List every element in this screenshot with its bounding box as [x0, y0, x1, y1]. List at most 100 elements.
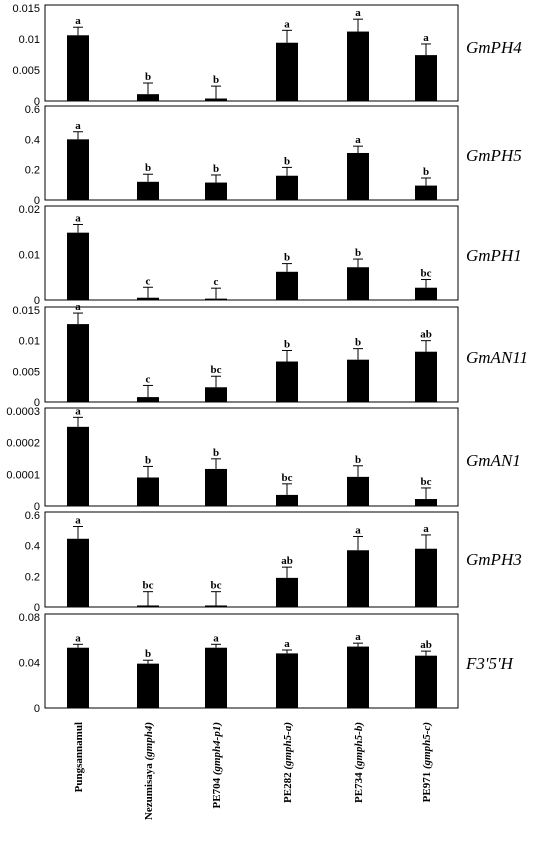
y-tick-label: 0.2 — [25, 571, 40, 583]
y-tick-label: 0.0001 — [6, 469, 40, 481]
significance-letter: b — [423, 166, 429, 178]
bar — [276, 42, 298, 101]
bar — [415, 499, 437, 506]
significance-letter: bc — [143, 580, 154, 592]
significance-letter: c — [214, 276, 219, 288]
y-tick-label: 0 — [34, 602, 40, 614]
significance-letter: a — [75, 515, 81, 527]
y-tick-label: 0.6 — [25, 104, 40, 116]
bar — [276, 653, 298, 708]
significance-letter: a — [355, 524, 361, 536]
significance-letter: a — [75, 15, 81, 27]
bar — [415, 287, 437, 300]
gene-label: GmAN1 — [466, 451, 521, 470]
significance-letter: a — [423, 32, 429, 44]
bar — [276, 361, 298, 402]
panel-frame — [44, 407, 459, 507]
y-tick-label: 0.0003 — [6, 406, 40, 418]
y-tick-label: 0.4 — [25, 134, 40, 146]
bar — [276, 175, 298, 200]
significance-letter: bc — [211, 580, 222, 592]
significance-letter: b — [355, 337, 361, 349]
gene-label: GmAN11 — [466, 348, 528, 367]
significance-letter: b — [213, 163, 219, 175]
significance-letter: a — [355, 631, 361, 643]
y-tick-label: 0.2 — [25, 165, 40, 177]
panel-gman11: 0 0.005 0.01 0.015 a c bc b b ab GmAN11 — [12, 301, 528, 409]
bar — [67, 139, 89, 200]
significance-letter: b — [355, 247, 361, 259]
bar — [205, 298, 227, 300]
bar — [415, 548, 437, 607]
bar — [137, 397, 159, 402]
significance-letter: a — [355, 7, 361, 19]
y-tick-label: 0.005 — [12, 366, 40, 378]
significance-letter: bc — [421, 268, 432, 280]
y-tick-label: 0.01 — [19, 250, 40, 262]
panel-gmph1: 0 0.01 0.02 a c c b b bc GmPH1 — [19, 204, 522, 307]
significance-letter: a — [75, 405, 81, 417]
bar — [205, 98, 227, 101]
significance-letter: b — [145, 648, 151, 660]
significance-letter: a — [75, 301, 81, 313]
x-category-label: PE704 (gmph4-p1) — [211, 722, 223, 808]
bar — [137, 181, 159, 200]
y-tick-label: 0 — [34, 397, 40, 409]
bar — [347, 476, 369, 506]
significance-letter: b — [213, 447, 219, 459]
gene-label: GmPH3 — [466, 550, 522, 569]
significance-letter: b — [284, 252, 290, 264]
x-category-label: PE971 (gmph5-c) — [421, 722, 433, 802]
significance-letter: ab — [420, 639, 432, 651]
y-tick-label: 0.6 — [25, 510, 40, 522]
panel-gmph3: 0 0.2 0.4 0.6 a bc bc ab a a GmPH3 — [25, 510, 522, 614]
y-tick-label: 0.08 — [19, 612, 40, 624]
significance-letter: bc — [282, 472, 293, 484]
y-tick-label: 0.01 — [19, 34, 40, 46]
y-tick-label: 0.015 — [12, 3, 40, 15]
y-tick-label: 0.04 — [19, 658, 40, 670]
panel-frame — [44, 4, 459, 102]
bar — [137, 297, 159, 300]
significance-letter: a — [423, 523, 429, 535]
gene-label: GmPH4 — [466, 38, 522, 57]
bar — [347, 267, 369, 300]
bar — [276, 577, 298, 607]
y-tick-label: 0.005 — [12, 65, 40, 77]
bar — [67, 324, 89, 402]
significance-letter: b — [145, 162, 151, 174]
panel-frame — [44, 105, 459, 201]
y-tick-label: 0 — [34, 96, 40, 108]
bar — [276, 494, 298, 506]
bar — [137, 663, 159, 708]
gene-label: GmPH1 — [466, 246, 522, 265]
bar — [205, 468, 227, 506]
bar — [67, 538, 89, 607]
significance-letter: b — [145, 454, 151, 466]
x-category-label: Nezumisaya (gmph4) — [143, 722, 155, 820]
bar — [415, 185, 437, 200]
x-category-label: PE282 (gmph5-a) — [282, 722, 294, 803]
y-tick-label: 0.4 — [25, 541, 40, 553]
bar — [347, 359, 369, 402]
bar — [67, 232, 89, 300]
significance-letter: ab — [281, 555, 293, 567]
bar — [67, 426, 89, 506]
bar — [137, 605, 159, 607]
bar — [205, 605, 227, 607]
significance-letter: b — [284, 338, 290, 350]
bar — [67, 647, 89, 708]
x-category-label: PE734 (gmph5-b) — [353, 722, 365, 803]
bar — [67, 35, 89, 101]
significance-letter: ab — [420, 329, 432, 341]
bar — [347, 646, 369, 708]
bar — [205, 387, 227, 402]
y-tick-label: 0.0002 — [6, 438, 40, 450]
significance-letter: c — [146, 275, 151, 287]
significance-letter: b — [284, 155, 290, 167]
bar — [205, 182, 227, 200]
y-tick-label: 0 — [34, 195, 40, 207]
panel-frame — [44, 205, 459, 301]
bar — [415, 351, 437, 402]
